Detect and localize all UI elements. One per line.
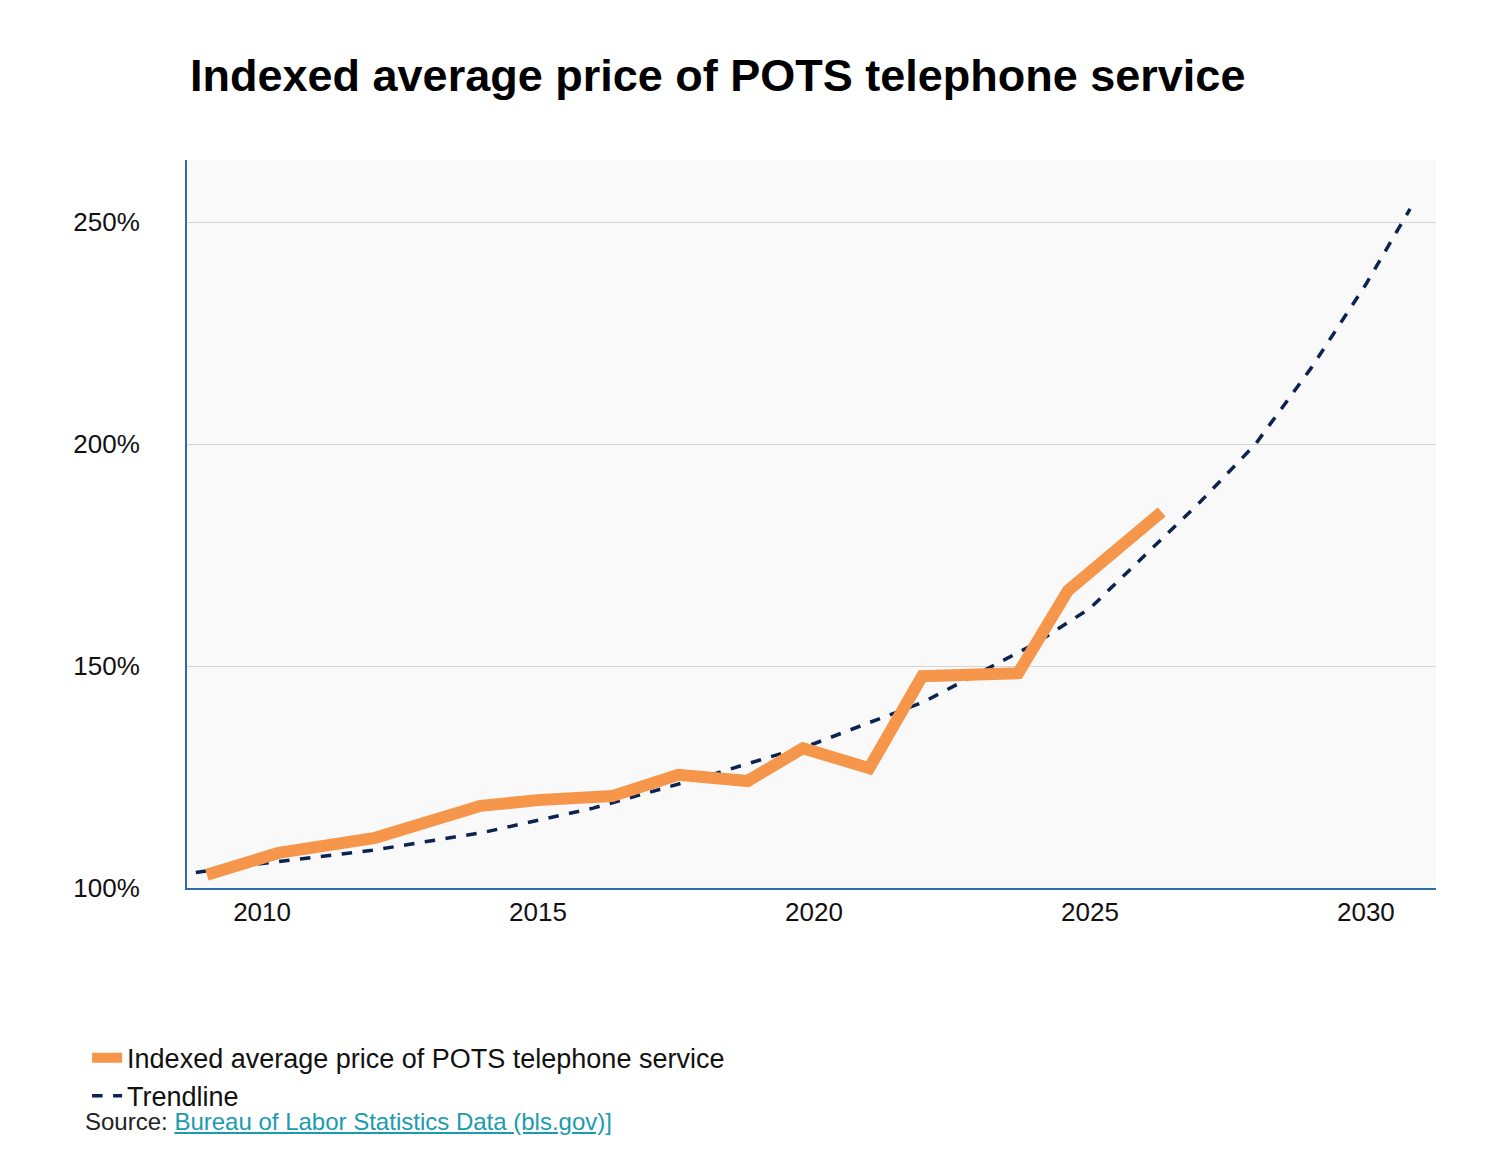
svg-text:2030: 2030	[1337, 897, 1395, 927]
svg-text:2025: 2025	[1061, 897, 1119, 927]
svg-text:Trendline: Trendline	[127, 1082, 239, 1112]
svg-text:2010: 2010	[233, 897, 291, 927]
svg-text:150%: 150%	[73, 651, 140, 681]
html-text:Source: Bureau of Labor Statis: Source: Bureau of Labor Statistics Data …	[85, 1108, 612, 1135]
svg-text:200%: 200%	[73, 429, 140, 459]
svg-text:250%: 250%	[73, 207, 140, 237]
svg-text:100%: 100%	[73, 873, 140, 903]
svg-text:Indexed average price of POTS: Indexed average price of POTS telephone …	[127, 1044, 724, 1074]
svg-text:Indexed average price of POTS: Indexed average price of POTS telephone …	[190, 50, 1245, 101]
svg-text:2015: 2015	[509, 897, 567, 927]
svg-text:2020: 2020	[785, 897, 843, 927]
